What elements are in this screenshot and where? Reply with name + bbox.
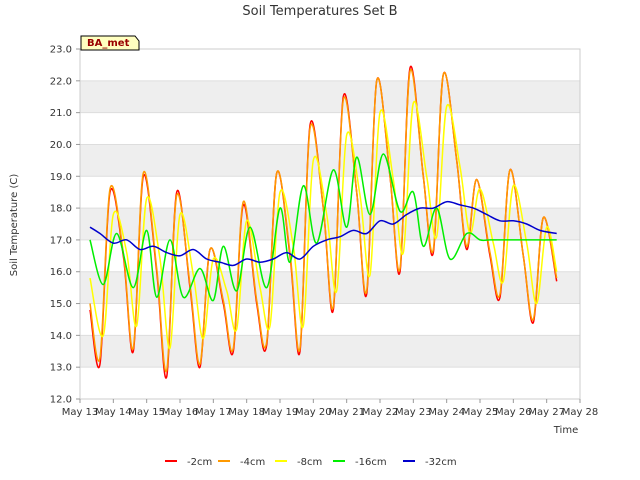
- x-tick-label: May 23: [395, 407, 432, 418]
- y-tick-label: 19.0: [50, 172, 72, 183]
- y-tick-label: 12.0: [50, 395, 72, 406]
- y-tick-label: 21.0: [50, 108, 72, 119]
- x-tick-label: May 16: [162, 407, 199, 418]
- x-tick-label: May 22: [362, 407, 399, 418]
- y-tick-label: 14.0: [50, 331, 72, 342]
- grid-band: [80, 80, 580, 113]
- y-axis-label: Soil Temperature (C): [9, 174, 20, 277]
- site-label: BA_met: [87, 38, 130, 49]
- y-tick-label: 13.0: [50, 363, 72, 374]
- legend-label-1: -4cm: [240, 457, 265, 468]
- y-axis: 12.0 13.0 14.0 15.0 16.0 17.0 18.0 19.0 20.0 21.0…: [50, 45, 80, 406]
- x-axis-label: Time: [553, 425, 578, 436]
- x-tick-label: May 20: [295, 407, 332, 418]
- y-tick-label: 15.0: [50, 299, 72, 310]
- site-label-background: [80, 35, 140, 51]
- series-line-4: [89, 200, 557, 267]
- site-label-box: BA_met: [80, 35, 140, 51]
- x-tick-label: May 17: [195, 407, 232, 418]
- y-tick-label: 22.0: [50, 76, 72, 87]
- x-tick-label: May 13: [62, 407, 99, 418]
- grid-band: [80, 335, 580, 368]
- y-tick-label: 20.0: [50, 140, 72, 151]
- x-tick-label: May 25: [462, 407, 499, 418]
- y-tick-label: 23.0: [50, 45, 72, 56]
- plot-background: [79, 48, 581, 400]
- x-tick-label: May 14: [95, 407, 132, 418]
- x-tick-label: May 26: [495, 407, 532, 418]
- x-tick-label: May 21: [328, 407, 365, 418]
- legend-label-0: -2cm: [187, 457, 212, 468]
- x-tick-label: May 18: [228, 407, 265, 418]
- series-line-3: [89, 153, 557, 302]
- chart-title: Soil Temperatures Set B: [242, 4, 397, 19]
- legend: -2cm -4cm -8cm -16cm -32cm: [165, 457, 457, 468]
- legend-label-3: -16cm: [355, 457, 387, 468]
- x-tick-label: May 24: [428, 407, 465, 418]
- grid-band: [80, 208, 580, 240]
- y-tick-label: 18.0: [50, 204, 72, 215]
- plot-frame: [79, 48, 581, 400]
- x-tick-label: May 19: [262, 407, 299, 418]
- x-tick-label: May 28: [562, 407, 599, 418]
- x-tick-label: May 27: [528, 407, 565, 418]
- legend-label-2: -8cm: [297, 457, 322, 468]
- grid-band: [80, 144, 580, 177]
- series-layer: [89, 65, 558, 379]
- x-tick-label: May 15: [128, 407, 165, 418]
- y-tick-label: 17.0: [50, 235, 72, 246]
- series-line-1: [89, 68, 558, 373]
- y-tick-label: 16.0: [50, 267, 72, 278]
- legend-label-4: -32cm: [425, 457, 457, 468]
